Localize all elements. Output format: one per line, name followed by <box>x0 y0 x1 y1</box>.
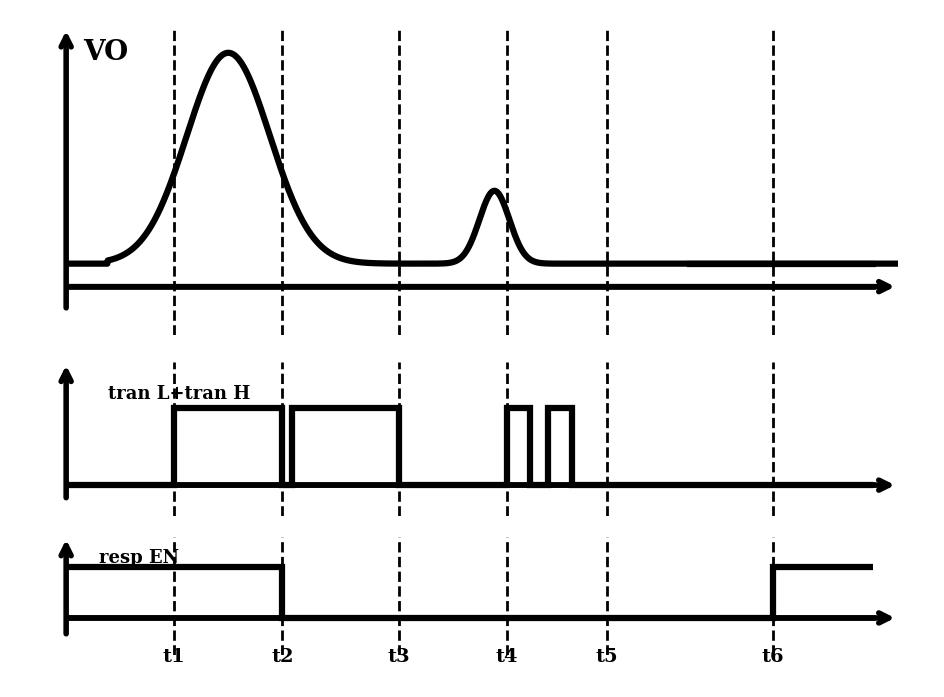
Text: t3: t3 <box>387 648 410 666</box>
Text: t5: t5 <box>595 648 617 666</box>
Text: t1: t1 <box>162 648 185 666</box>
Text: tran L+tran H: tran L+tran H <box>108 385 250 403</box>
Text: t2: t2 <box>271 648 294 666</box>
Text: t4: t4 <box>495 648 517 666</box>
Text: resp EN: resp EN <box>99 549 179 567</box>
Text: VO: VO <box>83 40 127 66</box>
Text: t6: t6 <box>761 648 784 666</box>
